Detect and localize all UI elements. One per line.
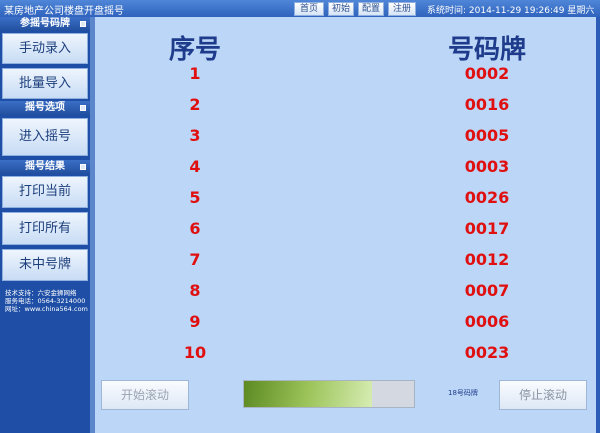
manual-entry-button[interactable]: 手动录入 xyxy=(2,33,88,64)
row-index: 4 xyxy=(189,157,201,176)
collapse-icon[interactable] xyxy=(80,21,86,27)
sidebar: 参摇号码牌 手动录入 批量导入 摇号选项 进入摇号 摇号结果 打印当前 打印所有… xyxy=(0,17,90,433)
row-index: 1 xyxy=(189,64,201,83)
row-index: 8 xyxy=(189,281,201,300)
row-number-plate: 0003 xyxy=(464,157,510,176)
nav-register[interactable]: 注册 xyxy=(388,2,416,16)
section-label: 摇号选项 xyxy=(25,102,65,113)
row-number-plate: 0026 xyxy=(464,188,510,207)
support-text: 技术支持：六安金狮网络 xyxy=(5,289,77,297)
nav-home[interactable]: 首页 xyxy=(294,2,324,16)
title-bar: 某房地产公司楼盘开盘摇号 首页 初始 配置 注册 系统时间: 2014-11-2… xyxy=(0,0,600,17)
not-drawn-button[interactable]: 未中号牌 xyxy=(2,249,88,281)
section-header-options[interactable]: 摇号选项 xyxy=(0,101,90,115)
row-index: 7 xyxy=(189,250,201,269)
row-number-plate: 0012 xyxy=(464,250,510,269)
row-number-plate: 0023 xyxy=(464,343,510,362)
progress-fill xyxy=(244,381,372,407)
row-index: 2 xyxy=(189,95,201,114)
section-header-participants[interactable]: 参摇号码牌 xyxy=(0,17,90,31)
nav-init[interactable]: 初始 xyxy=(328,2,354,16)
print-current-button[interactable]: 打印当前 xyxy=(2,176,88,208)
enter-draw-button[interactable]: 进入摇号 xyxy=(2,118,88,156)
header-number-plate: 号码牌 xyxy=(447,35,526,65)
system-clock: 系统时间: 2014-11-29 19:26:49 星期六 xyxy=(427,6,595,16)
website-text: 网址：www.china564.com xyxy=(5,305,88,313)
splitter[interactable] xyxy=(90,17,95,433)
batch-import-button[interactable]: 批量导入 xyxy=(2,68,88,99)
row-number-plate: 0006 xyxy=(464,312,510,331)
collapse-icon[interactable] xyxy=(80,164,86,170)
row-index: 9 xyxy=(189,312,201,331)
row-index: 6 xyxy=(189,219,201,238)
row-number-plate: 0016 xyxy=(464,95,510,114)
print-all-button[interactable]: 打印所有 xyxy=(2,212,88,245)
row-index: 10 xyxy=(183,343,207,362)
progress-label: 18号码牌 xyxy=(448,389,478,397)
start-scroll-button[interactable]: 开始滚动 xyxy=(101,380,189,410)
row-index: 5 xyxy=(189,188,201,207)
app-title: 某房地产公司楼盘开盘摇号 xyxy=(4,6,124,17)
section-label: 摇号结果 xyxy=(25,161,65,172)
header-index: 序号 xyxy=(168,35,221,65)
section-label: 参摇号码牌 xyxy=(20,18,70,29)
main-panel: 序号 号码牌 1 0002 2 0016 3 0005 4 0003 5 0026 6 0017 7 00… xyxy=(95,17,600,433)
collapse-icon[interactable] xyxy=(80,105,86,111)
progress-bar xyxy=(243,380,415,408)
row-number-plate: 0002 xyxy=(464,64,510,83)
nav-config[interactable]: 配置 xyxy=(358,2,384,16)
support-info: 技术支持：六安金狮网络 服务电话：0564-3214000 网址：www.chi… xyxy=(5,289,88,313)
phone-text: 服务电话：0564-3214000 xyxy=(5,297,86,305)
row-index: 3 xyxy=(189,126,201,145)
row-number-plate: 0007 xyxy=(464,281,510,300)
stop-scroll-button[interactable]: 停止滚动 xyxy=(499,380,587,410)
row-number-plate: 0005 xyxy=(464,126,510,145)
section-header-results[interactable]: 摇号结果 xyxy=(0,160,90,174)
row-number-plate: 0017 xyxy=(464,219,510,238)
